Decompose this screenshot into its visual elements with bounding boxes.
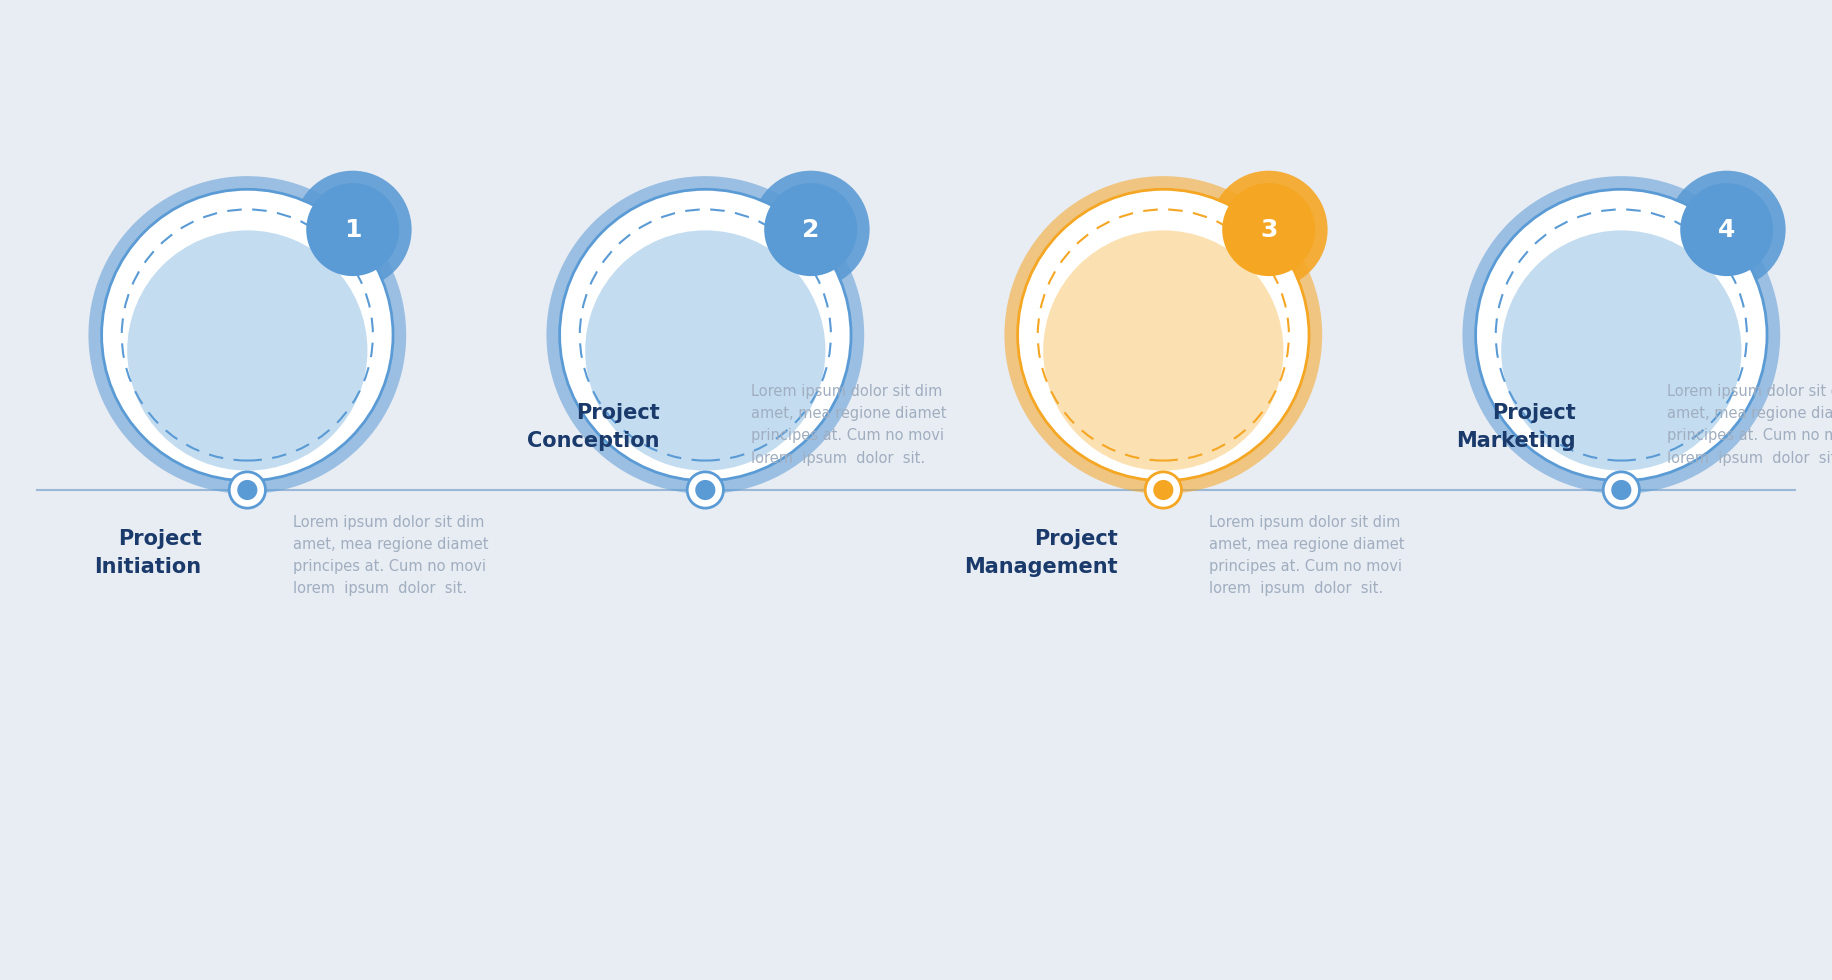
Ellipse shape xyxy=(1145,471,1182,509)
Ellipse shape xyxy=(88,176,407,494)
Ellipse shape xyxy=(238,480,256,500)
Text: Project
Management: Project Management xyxy=(964,529,1118,577)
Text: Lorem ipsum dolor sit dim
amet, mea regione diamet
principes at. Cum no movi
lor: Lorem ipsum dolor sit dim amet, mea regi… xyxy=(293,514,489,596)
Ellipse shape xyxy=(126,230,368,470)
Ellipse shape xyxy=(1603,471,1640,509)
Ellipse shape xyxy=(1154,480,1172,500)
Ellipse shape xyxy=(1667,171,1786,288)
Text: Lorem ipsum dolor sit dim
amet, mea regione diamet
principes at. Cum no movi
lor: Lorem ipsum dolor sit dim amet, mea regi… xyxy=(751,384,947,466)
Ellipse shape xyxy=(687,471,724,509)
Ellipse shape xyxy=(1222,183,1315,276)
Ellipse shape xyxy=(1612,480,1630,500)
Ellipse shape xyxy=(229,471,266,509)
Ellipse shape xyxy=(293,171,412,288)
Ellipse shape xyxy=(1462,176,1781,494)
Text: Project
Conception: Project Conception xyxy=(528,403,660,451)
Ellipse shape xyxy=(764,183,857,276)
Text: 1: 1 xyxy=(344,218,361,242)
Ellipse shape xyxy=(696,480,714,500)
Text: 3: 3 xyxy=(1260,218,1277,242)
Text: Lorem ipsum dolor sit dim
amet, mea regione diamet
principes at. Cum no movi
lor: Lorem ipsum dolor sit dim amet, mea regi… xyxy=(1667,384,1832,466)
Text: Project
Marketing: Project Marketing xyxy=(1456,403,1576,451)
Ellipse shape xyxy=(546,176,865,494)
Ellipse shape xyxy=(1042,230,1284,470)
Ellipse shape xyxy=(1017,189,1310,481)
Ellipse shape xyxy=(559,189,852,481)
Ellipse shape xyxy=(1004,176,1323,494)
Ellipse shape xyxy=(751,171,870,288)
Ellipse shape xyxy=(101,189,394,481)
Text: 2: 2 xyxy=(802,218,819,242)
Ellipse shape xyxy=(1500,230,1742,470)
Ellipse shape xyxy=(584,230,826,470)
Ellipse shape xyxy=(1475,189,1768,481)
Text: 4: 4 xyxy=(1718,218,1735,242)
Ellipse shape xyxy=(1209,171,1328,288)
Text: Lorem ipsum dolor sit dim
amet, mea regione diamet
principes at. Cum no movi
lor: Lorem ipsum dolor sit dim amet, mea regi… xyxy=(1209,514,1405,596)
Text: Project
Initiation: Project Initiation xyxy=(95,529,202,577)
Ellipse shape xyxy=(1680,183,1773,276)
Ellipse shape xyxy=(306,183,399,276)
